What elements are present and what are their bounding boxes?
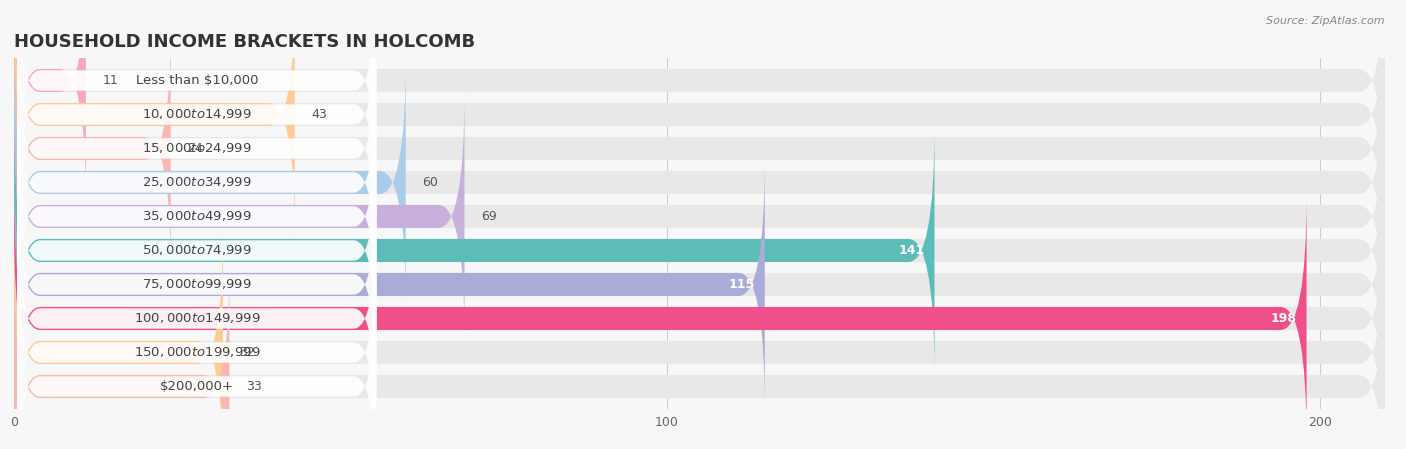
Text: HOUSEHOLD INCOME BRACKETS IN HOLCOMB: HOUSEHOLD INCOME BRACKETS IN HOLCOMB — [14, 33, 475, 51]
FancyBboxPatch shape — [17, 0, 377, 189]
FancyBboxPatch shape — [17, 74, 377, 291]
Text: 60: 60 — [422, 176, 437, 189]
Text: $35,000 to $49,999: $35,000 to $49,999 — [142, 210, 252, 224]
FancyBboxPatch shape — [14, 0, 1385, 239]
FancyBboxPatch shape — [14, 92, 1385, 341]
FancyBboxPatch shape — [14, 92, 464, 341]
Text: $15,000 to $24,999: $15,000 to $24,999 — [142, 141, 252, 155]
Text: 43: 43 — [311, 108, 326, 121]
FancyBboxPatch shape — [14, 262, 1385, 449]
Text: 32: 32 — [239, 346, 254, 359]
Text: 141: 141 — [898, 244, 925, 257]
Text: 115: 115 — [728, 278, 755, 291]
FancyBboxPatch shape — [17, 210, 377, 427]
Text: $75,000 to $99,999: $75,000 to $99,999 — [142, 277, 252, 291]
FancyBboxPatch shape — [14, 126, 935, 375]
FancyBboxPatch shape — [17, 108, 377, 326]
FancyBboxPatch shape — [14, 126, 1385, 375]
FancyBboxPatch shape — [14, 194, 1306, 443]
Text: Less than $10,000: Less than $10,000 — [135, 74, 259, 87]
FancyBboxPatch shape — [14, 58, 1385, 307]
Text: 69: 69 — [481, 210, 496, 223]
FancyBboxPatch shape — [14, 0, 295, 239]
FancyBboxPatch shape — [14, 24, 170, 273]
FancyBboxPatch shape — [14, 160, 765, 409]
FancyBboxPatch shape — [14, 0, 86, 205]
FancyBboxPatch shape — [14, 24, 1385, 273]
FancyBboxPatch shape — [17, 244, 377, 449]
FancyBboxPatch shape — [14, 228, 1385, 449]
FancyBboxPatch shape — [14, 262, 229, 449]
FancyBboxPatch shape — [17, 6, 377, 223]
FancyBboxPatch shape — [17, 40, 377, 257]
Text: 198: 198 — [1271, 312, 1296, 325]
Text: 33: 33 — [246, 380, 262, 393]
FancyBboxPatch shape — [14, 160, 1385, 409]
Text: $150,000 to $199,999: $150,000 to $199,999 — [134, 345, 260, 360]
Text: 24: 24 — [187, 142, 202, 155]
Text: $200,000+: $200,000+ — [160, 380, 233, 393]
FancyBboxPatch shape — [14, 228, 224, 449]
FancyBboxPatch shape — [14, 194, 1385, 443]
FancyBboxPatch shape — [17, 141, 377, 359]
Text: 11: 11 — [103, 74, 118, 87]
Text: $10,000 to $14,999: $10,000 to $14,999 — [142, 107, 252, 122]
Text: $100,000 to $149,999: $100,000 to $149,999 — [134, 312, 260, 326]
FancyBboxPatch shape — [14, 0, 1385, 205]
FancyBboxPatch shape — [17, 176, 377, 393]
Text: Source: ZipAtlas.com: Source: ZipAtlas.com — [1267, 16, 1385, 26]
Text: $50,000 to $74,999: $50,000 to $74,999 — [142, 243, 252, 257]
FancyBboxPatch shape — [17, 277, 377, 449]
Text: $25,000 to $34,999: $25,000 to $34,999 — [142, 176, 252, 189]
FancyBboxPatch shape — [14, 58, 406, 307]
